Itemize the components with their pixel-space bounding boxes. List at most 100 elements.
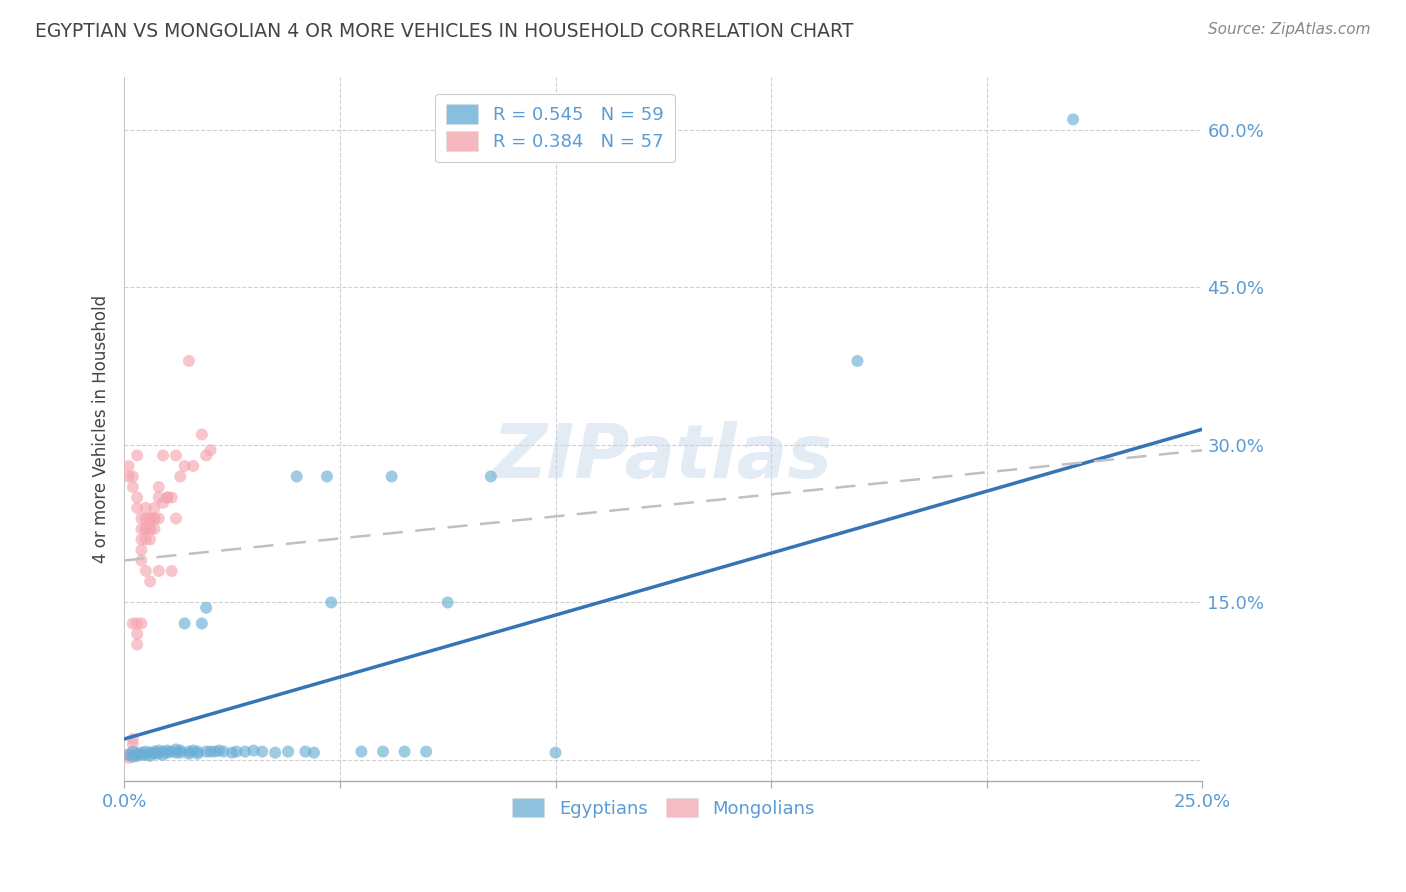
- Point: [117, 751, 139, 765]
- Point: [148, 491, 170, 505]
- Point: [156, 746, 179, 760]
- Point: [195, 449, 218, 463]
- Point: [1062, 112, 1084, 127]
- Point: [177, 354, 200, 368]
- Point: [204, 745, 226, 759]
- Point: [135, 564, 157, 578]
- Point: [186, 745, 208, 759]
- Point: [169, 746, 191, 760]
- Point: [139, 522, 162, 536]
- Point: [544, 746, 567, 760]
- Point: [169, 743, 191, 757]
- Point: [127, 747, 149, 761]
- Point: [148, 564, 170, 578]
- Text: ZIPatlas: ZIPatlas: [494, 421, 834, 494]
- Point: [371, 745, 394, 759]
- Point: [156, 491, 179, 505]
- Y-axis label: 4 or more Vehicles in Household: 4 or more Vehicles in Household: [93, 295, 110, 563]
- Point: [143, 522, 166, 536]
- Point: [135, 533, 157, 547]
- Point: [131, 543, 153, 558]
- Point: [191, 427, 214, 442]
- Point: [165, 449, 187, 463]
- Point: [127, 449, 149, 463]
- Point: [135, 747, 157, 762]
- Point: [131, 553, 153, 567]
- Point: [264, 746, 287, 760]
- Point: [277, 745, 299, 759]
- Point: [135, 511, 157, 525]
- Point: [181, 743, 204, 757]
- Point: [117, 469, 139, 483]
- Point: [252, 745, 274, 759]
- Point: [242, 743, 264, 757]
- Point: [152, 747, 174, 762]
- Point: [117, 747, 139, 762]
- Point: [121, 469, 143, 483]
- Point: [135, 522, 157, 536]
- Point: [139, 574, 162, 589]
- Point: [152, 745, 174, 759]
- Text: EGYPTIAN VS MONGOLIAN 4 OR MORE VEHICLES IN HOUSEHOLD CORRELATION CHART: EGYPTIAN VS MONGOLIAN 4 OR MORE VEHICLES…: [35, 22, 853, 41]
- Point: [143, 511, 166, 525]
- Point: [350, 745, 373, 759]
- Point: [148, 480, 170, 494]
- Point: [143, 511, 166, 525]
- Point: [169, 469, 191, 483]
- Point: [131, 616, 153, 631]
- Point: [143, 747, 166, 761]
- Point: [195, 600, 218, 615]
- Point: [135, 745, 157, 759]
- Point: [160, 745, 183, 759]
- Point: [233, 745, 256, 759]
- Point: [131, 533, 153, 547]
- Point: [186, 747, 208, 761]
- Point: [131, 747, 153, 762]
- Point: [117, 747, 139, 762]
- Point: [139, 511, 162, 525]
- Point: [316, 469, 339, 483]
- Point: [139, 746, 162, 760]
- Point: [127, 638, 149, 652]
- Point: [165, 511, 187, 525]
- Point: [127, 616, 149, 631]
- Point: [152, 449, 174, 463]
- Point: [156, 491, 179, 505]
- Point: [148, 511, 170, 525]
- Point: [200, 443, 222, 458]
- Point: [127, 627, 149, 641]
- Point: [121, 749, 143, 764]
- Point: [152, 496, 174, 510]
- Point: [381, 469, 404, 483]
- Point: [131, 746, 153, 760]
- Point: [208, 743, 231, 757]
- Point: [200, 745, 222, 759]
- Point: [177, 745, 200, 759]
- Point: [127, 500, 149, 515]
- Point: [436, 595, 458, 609]
- Point: [173, 616, 195, 631]
- Point: [181, 458, 204, 473]
- Point: [135, 522, 157, 536]
- Point: [212, 745, 235, 759]
- Point: [117, 458, 139, 473]
- Point: [394, 745, 416, 759]
- Point: [131, 522, 153, 536]
- Point: [121, 737, 143, 751]
- Point: [165, 746, 187, 760]
- Point: [127, 748, 149, 763]
- Point: [143, 500, 166, 515]
- Point: [302, 746, 325, 760]
- Point: [321, 595, 343, 609]
- Point: [195, 745, 218, 759]
- Point: [135, 500, 157, 515]
- Point: [139, 748, 162, 763]
- Text: Source: ZipAtlas.com: Source: ZipAtlas.com: [1208, 22, 1371, 37]
- Point: [221, 746, 243, 760]
- Legend: Egyptians, Mongolians: Egyptians, Mongolians: [505, 790, 823, 825]
- Point: [148, 747, 170, 761]
- Point: [121, 747, 143, 762]
- Point: [160, 564, 183, 578]
- Point: [127, 491, 149, 505]
- Point: [143, 745, 166, 759]
